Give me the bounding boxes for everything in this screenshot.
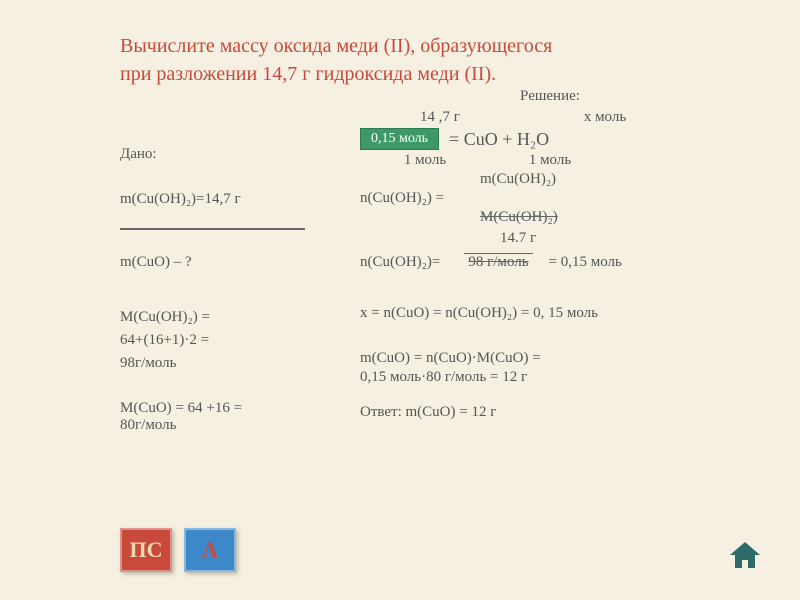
x-equation: x = n(CuO) = n(Cu(OH)₂) = 0, 15 моль xyxy=(360,305,760,322)
a-button[interactable]: А xyxy=(184,528,236,572)
given-label: Дано: xyxy=(120,146,330,163)
molar-cuo-2: 80г/моль xyxy=(120,417,330,434)
calc1-numerator: m(Cu(OH)₂) xyxy=(480,171,760,188)
home-icon[interactable] xyxy=(728,540,762,570)
calc2-res: = 0,15 моль xyxy=(549,254,622,271)
find-text: m(CuO) – ? xyxy=(120,254,330,271)
solution-label: Решение: xyxy=(340,88,760,105)
answer-line: Ответ: m(CuO) = 12 г xyxy=(360,404,760,421)
mole-badge: 0,15 моль xyxy=(360,128,439,150)
annot-x: x моль xyxy=(520,109,690,126)
calc1-lhs: n(Cu(OH)₂) = xyxy=(360,190,444,207)
calc2-den: 98 г/моль xyxy=(464,253,532,271)
content-area: Дано: m(Cu(OH)₂)=14,7 г m(CuO) – ? M(Cu(… xyxy=(120,88,760,580)
molar-cuoh2-3: 98г/моль xyxy=(120,355,330,372)
given-column: Дано: m(Cu(OH)₂)=14,7 г m(CuO) – ? M(Cu(… xyxy=(120,88,330,440)
below-right: 1 моль xyxy=(490,152,610,169)
equation: 0,15 моль = CuO + H₂O xyxy=(360,128,760,150)
calc2-frac: 98 г/моль xyxy=(464,253,532,271)
annot-mass: 14 ,7 г xyxy=(360,109,520,126)
problem-title: Вычислите массу оксида меди (II), образу… xyxy=(0,0,560,88)
equation-rhs: = CuO + H₂O xyxy=(449,129,549,150)
calc1: n(Cu(OH)₂) = xyxy=(360,190,760,207)
mass-calc-2: 0,15 моль·80 г/моль = 12 г xyxy=(360,369,760,386)
given-divider xyxy=(120,228,305,230)
calc1-denominator: M(Cu(OH)₂) xyxy=(480,209,760,226)
button-row: ПС А xyxy=(120,528,236,572)
molar-cuoh2-1: M(Cu(OH)₂) = xyxy=(120,309,330,326)
below-left: 1 моль xyxy=(360,152,490,169)
calc2-num: 14.7 г xyxy=(500,230,760,247)
solution-column: Решение: 14 ,7 г x моль 0,15 моль = CuO … xyxy=(360,88,760,427)
ps-button[interactable]: ПС xyxy=(120,528,172,572)
calc2-row: n(Cu(OH)₂)= 98 г/моль = 0,15 моль xyxy=(360,253,760,271)
equation-top-annot: 14 ,7 г x моль xyxy=(360,109,760,126)
calc2-lhs: n(Cu(OH)₂)= xyxy=(360,254,440,271)
mass-calc-1: m(CuO) = n(CuO)·M(CuO) = xyxy=(360,350,760,367)
given-mass: m(Cu(OH)₂)=14,7 г xyxy=(120,191,330,208)
molar-cuo-1: M(CuO) = 64 +16 = xyxy=(120,400,330,417)
calc2: 14.7 г n(Cu(OH)₂)= 98 г/моль = 0,15 моль xyxy=(360,230,760,271)
equation-bottom-annot: 1 моль 1 моль xyxy=(360,152,760,169)
calc1-den-strike: M(Cu(OH)₂) xyxy=(480,209,558,225)
molar-cuoh2-2: 64+(16+1)·2 = xyxy=(120,332,330,349)
